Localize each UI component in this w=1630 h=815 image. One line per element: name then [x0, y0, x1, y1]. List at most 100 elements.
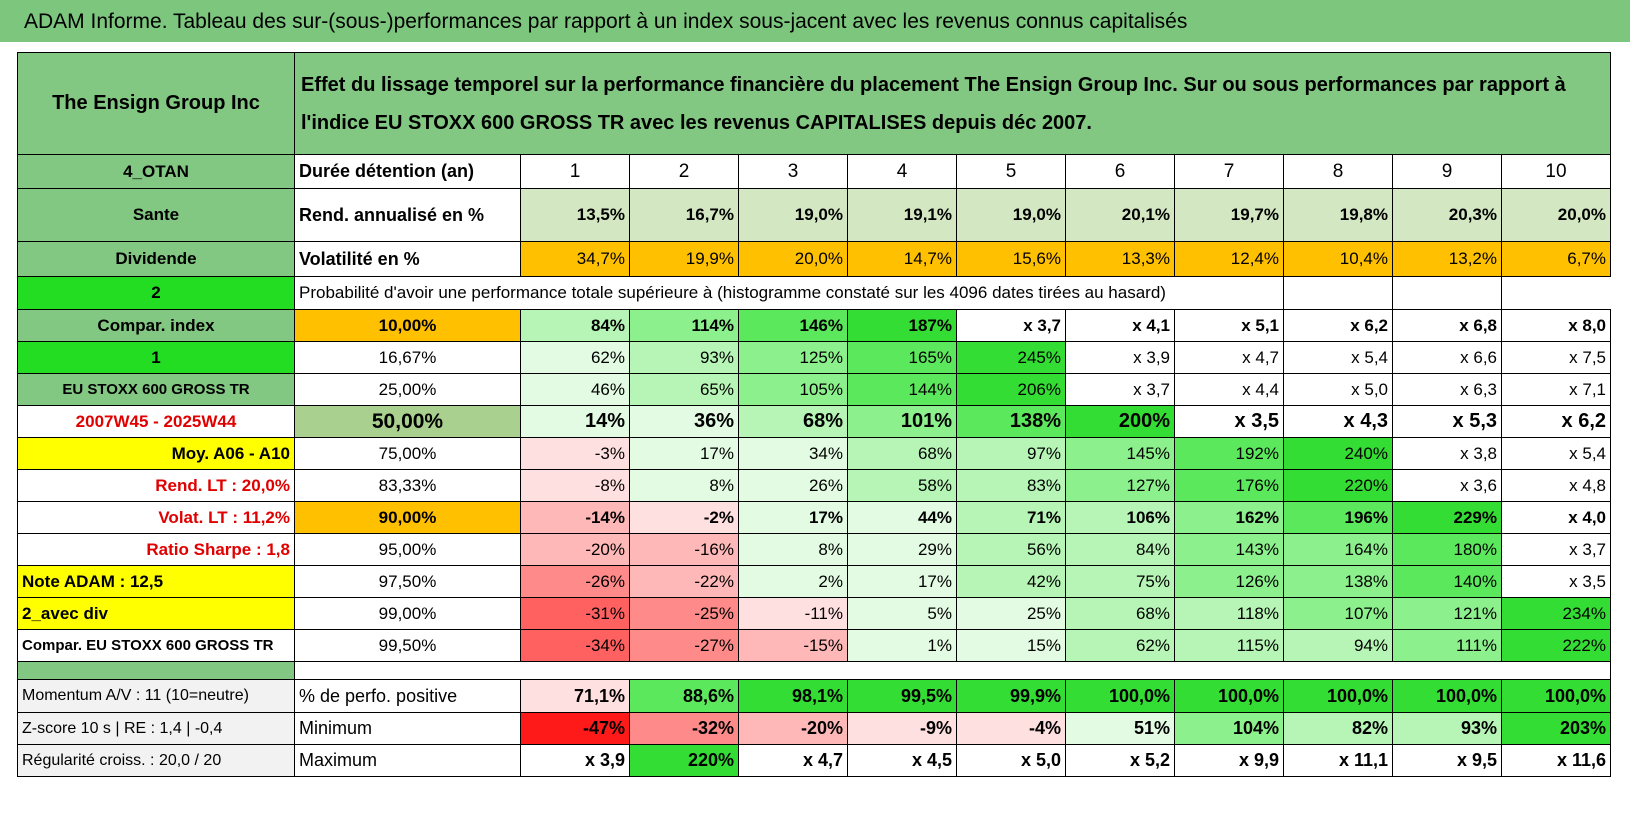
- value-cell: -14%: [520, 501, 630, 534]
- value-cell: 75%: [1065, 565, 1175, 598]
- separator: [17, 661, 295, 680]
- stat-value: x 5,0: [956, 744, 1066, 777]
- value-cell: -31%: [520, 597, 630, 630]
- value-cell: 19,7%: [1174, 188, 1284, 242]
- value-cell: 8%: [738, 533, 848, 566]
- table-row: Note ADAM : 12,5 97,50% -26% -22% 2% 17% 42% 75…: [17, 565, 1611, 598]
- value-cell: x 3,7: [1065, 373, 1175, 406]
- year-header: 6: [1065, 154, 1175, 189]
- stat-value: 93%: [1392, 712, 1502, 745]
- year-header: 10: [1501, 154, 1611, 189]
- value-cell: 8%: [629, 469, 739, 502]
- value-cell: 46%: [520, 373, 630, 406]
- value-cell: -26%: [520, 565, 630, 598]
- value-cell: x 6,3: [1392, 373, 1502, 406]
- value-cell: -22%: [629, 565, 739, 598]
- value-cell: 56%: [956, 533, 1066, 566]
- stat-value: -47%: [520, 712, 630, 745]
- value-cell: x 6,2: [1501, 405, 1611, 438]
- company-name: The Ensign Group Inc: [17, 52, 295, 155]
- value-cell: x 7,5: [1501, 341, 1611, 374]
- value-cell: 12,4%: [1174, 241, 1284, 277]
- percentile: 95,00%: [294, 533, 521, 566]
- value-cell: 162%: [1174, 501, 1284, 534]
- value-cell: 68%: [738, 405, 848, 438]
- row-label: Compar. EU STOXX 600 GROSS TR: [17, 629, 295, 662]
- value-cell: x 6,2: [1283, 309, 1393, 342]
- value-cell: 229%: [1392, 501, 1502, 534]
- year-header: 5: [956, 154, 1066, 189]
- row-label: 1: [17, 341, 295, 374]
- stat-value: -9%: [847, 712, 957, 745]
- value-cell: 245%: [956, 341, 1066, 374]
- value-cell: x 5,4: [1501, 437, 1611, 470]
- value-cell: x 3,9: [1065, 341, 1175, 374]
- stat-value: 98,1%: [738, 679, 848, 713]
- value-cell: 20,0%: [1501, 188, 1611, 242]
- stat-value: 82%: [1283, 712, 1393, 745]
- value-cell: 25%: [956, 597, 1066, 630]
- stat-value: x 3,9: [520, 744, 630, 777]
- value-cell: 111%: [1392, 629, 1502, 662]
- value-cell: x 3,7: [1501, 533, 1611, 566]
- value-cell: x 4,7: [1174, 341, 1284, 374]
- value-cell: 106%: [1065, 501, 1175, 534]
- table-row: 2 Probabilité d'avoir une performance tot…: [17, 276, 1611, 310]
- value-cell: 68%: [847, 437, 957, 470]
- year-header: 4: [847, 154, 957, 189]
- value-cell: 15%: [956, 629, 1066, 662]
- row-label: 4_OTAN: [17, 154, 295, 189]
- stat-value: -20%: [738, 712, 848, 745]
- percentile: 90,00%: [294, 501, 521, 534]
- table-row: Ratio Sharpe : 1,8 95,00% -20% -16% 8% 29% 56%…: [17, 533, 1611, 566]
- table-row: Compar. index 10,00% 84% 114% 146% 187% x 3,7 x…: [17, 309, 1611, 342]
- value-cell: 34,7%: [520, 241, 630, 277]
- year-header: 1: [520, 154, 630, 189]
- value-cell: x 6,6: [1392, 341, 1502, 374]
- value-cell: 143%: [1174, 533, 1284, 566]
- row-label: Moy. A06 - A10: [17, 437, 295, 470]
- value-cell: x 8,0: [1501, 309, 1611, 342]
- empty-cell: [1283, 276, 1393, 310]
- row-label: 2: [17, 276, 295, 310]
- percentile: 99,50%: [294, 629, 521, 662]
- value-cell: 192%: [1174, 437, 1284, 470]
- value-cell: x 4,1: [1065, 309, 1175, 342]
- stat-label: Z-score 10 s | RE : 1,4 | -0,4: [17, 712, 295, 745]
- value-cell: x 5,4: [1283, 341, 1393, 374]
- percentile: 99,00%: [294, 597, 521, 630]
- value-cell: 144%: [847, 373, 957, 406]
- value-cell: 19,9%: [629, 241, 739, 277]
- value-cell: 71%: [956, 501, 1066, 534]
- metric-label: Rend. annualisé en %: [294, 188, 521, 242]
- stat-value: x 11,1: [1283, 744, 1393, 777]
- stat-value: 100,0%: [1392, 679, 1502, 713]
- value-cell: x 4,0: [1501, 501, 1611, 534]
- table-row: 4_OTAN Durée détention (an) 1 2 3 4 5 6 7 8 9 10: [17, 154, 1611, 189]
- value-cell: 97%: [956, 437, 1066, 470]
- value-cell: x 3,6: [1392, 469, 1502, 502]
- value-cell: -20%: [520, 533, 630, 566]
- value-cell: x 4,8: [1501, 469, 1611, 502]
- value-cell: 127%: [1065, 469, 1175, 502]
- row-label: EU STOXX 600 GROSS TR: [17, 373, 295, 406]
- stat-value: 99,9%: [956, 679, 1066, 713]
- value-cell: 222%: [1501, 629, 1611, 662]
- value-cell: 176%: [1174, 469, 1284, 502]
- stat-value: x 5,2: [1065, 744, 1175, 777]
- table-row: 1 16,67% 62% 93% 125% 165% 245% x 3,9 x 4,7 x 5,4…: [17, 341, 1611, 374]
- value-cell: 15,6%: [956, 241, 1066, 277]
- stat-value: 104%: [1174, 712, 1284, 745]
- metric-label: Durée détention (an): [294, 154, 521, 189]
- performance-table: The Ensign Group Inc Effet du lissage tem…: [17, 52, 1611, 777]
- table-row: The Ensign Group Inc Effet du lissage tem…: [17, 52, 1611, 155]
- value-cell: -16%: [629, 533, 739, 566]
- title-bar: ADAM Informe. Tableau des sur-(sous-)per…: [0, 0, 1630, 42]
- table-row: Régularité croiss. : 20,0 / 20 Maximum x 3…: [17, 744, 1611, 777]
- row-label: 2007W45 - 2025W44: [17, 405, 295, 438]
- value-cell: 5%: [847, 597, 957, 630]
- table-row: Z-score 10 s | RE : 1,4 | -0,4 Minimum -47…: [17, 712, 1611, 745]
- value-cell: 36%: [629, 405, 739, 438]
- description: Effet du lissage temporel sur la perform…: [294, 52, 1611, 155]
- value-cell: 13,3%: [1065, 241, 1175, 277]
